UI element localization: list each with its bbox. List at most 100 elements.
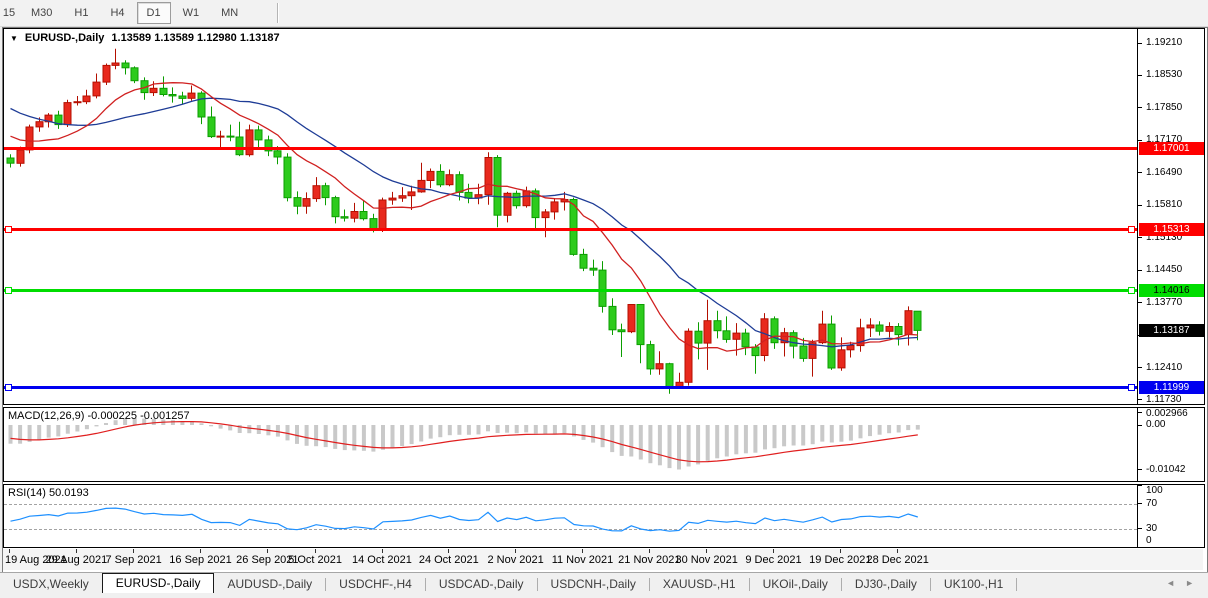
chart-tab-uk100-h1[interactable]: UK100-,H1 <box>943 577 1004 591</box>
rsi-axis[interactable]: 100 70 30 0 <box>1137 485 1204 548</box>
rsi-canvas[interactable] <box>4 485 1137 547</box>
axis-tick <box>1138 139 1142 141</box>
date-tick <box>582 549 583 553</box>
timeframe-button-h1[interactable]: H1 <box>74 7 89 19</box>
date-tick-label: 11 Nov 2021 <box>551 554 614 566</box>
horizontal-level-line[interactable] <box>4 225 1137 233</box>
chart-tab-xauusd-h1[interactable]: XAUUSD-,H1 <box>662 577 736 591</box>
horizontal-level-line[interactable] <box>4 287 1137 295</box>
chart-tab-usdchf-h4[interactable]: USDCHF-,H4 <box>339 577 412 591</box>
price-axis-tick-label: 1.19210 <box>1146 37 1183 48</box>
chart-tab-usdx-weekly[interactable]: USDX,Weekly <box>13 577 89 591</box>
date-tick-label: 5 Oct 2021 <box>288 554 343 566</box>
toolbar-separator <box>277 3 280 23</box>
rsi-level-line <box>4 528 1137 530</box>
price-axis-tick-label: 1.15810 <box>1146 199 1183 211</box>
tab-separator <box>929 578 931 591</box>
axis-tick <box>1138 204 1142 206</box>
price-axis-tick-label: 1.15130 <box>1146 231 1183 243</box>
axis-tick <box>1138 469 1142 471</box>
chart-symbol-label: EURUSD-,Daily <box>24 32 105 44</box>
price-axis-tick-label: 1.16490 <box>1146 166 1183 178</box>
axis-tick <box>1138 485 1142 486</box>
axis-tick <box>1138 172 1142 174</box>
tab-separator <box>648 578 650 591</box>
macd-canvas[interactable] <box>4 408 1137 481</box>
rsi-svg <box>10 507 918 532</box>
price-axis-tick-label: 1.17850 <box>1146 101 1183 113</box>
tab-separator <box>536 578 538 591</box>
date-tick <box>314 549 316 553</box>
horizontal-level-line[interactable] <box>4 383 1137 391</box>
timeframe-button-h4[interactable]: H4 <box>110 7 125 19</box>
axis-tick <box>1138 399 1142 401</box>
price-axis[interactable]: 1.19210 1.18530 1.17850 1.17170 1.16490 1.158… <box>1137 29 1204 405</box>
rsi-axis-tick-label: 70 <box>1146 497 1158 509</box>
line-handle[interactable] <box>1128 225 1135 233</box>
date-tick <box>448 549 450 553</box>
tab-separator <box>748 578 750 591</box>
chart-legend: ▼ EURUSD-,Daily 1.13589 1.13589 1.12980 … <box>10 32 280 44</box>
macd-svg <box>8 418 920 470</box>
axis-tick <box>1138 107 1142 109</box>
axis-tick <box>1138 411 1142 413</box>
line-handle[interactable] <box>1128 383 1135 391</box>
date-tick <box>133 549 135 553</box>
axis-tick <box>1138 302 1142 304</box>
chart-tab-audusd-daily[interactable]: AUDUSD-,Daily <box>227 577 313 591</box>
price-axis-tick-label: 1.14450 <box>1146 264 1183 276</box>
chart-dropdown-icon[interactable]: ▼ <box>10 33 18 43</box>
rsi-panel[interactable]: RSI(14) 50.0193 100 70 30 0 <box>3 484 1205 548</box>
date-tick-label: 2 Nov 2021 <box>487 554 544 566</box>
level-price-tag: 1.15313 <box>1139 222 1204 236</box>
scroll-tabs-left-icon[interactable]: ◄ <box>1166 578 1176 588</box>
date-tick <box>515 549 517 553</box>
tab-separator <box>325 578 327 591</box>
date-tick <box>9 549 10 553</box>
macd-axis-tick-label: 0.002966 <box>1146 408 1188 419</box>
timeframe-button-mn[interactable]: MN <box>221 7 239 19</box>
rsi-axis-tick-label: 0 <box>1146 535 1152 546</box>
date-tick <box>266 549 268 553</box>
level-price-tag: 1.11999 <box>1139 380 1204 394</box>
horizontal-level-line[interactable] <box>4 146 1137 150</box>
date-tick-label: 7 Sep 2021 <box>105 554 162 566</box>
date-tick <box>773 549 774 553</box>
rsi-axis-tick-label: 30 <box>1146 522 1158 534</box>
date-tick <box>200 549 201 553</box>
date-tick <box>648 549 650 553</box>
chart-tab-usdcnh-daily[interactable]: USDCNH-,Daily <box>550 577 636 591</box>
macd-axis-tick-label: -0.01042 <box>1146 463 1186 475</box>
date-tick-label: 16 Sep 2021 <box>169 554 232 566</box>
date-tick <box>381 549 383 553</box>
macd-axis[interactable]: 0.002966 0.00 -0.01042 <box>1137 408 1204 481</box>
chart-tab-ukoil-daily[interactable]: UKOil-,Daily <box>762 577 828 591</box>
time-axis[interactable]: 19 Aug 2021 29 Aug 2021 7 Sep 2021 16 Sep 2… <box>3 549 1203 570</box>
line-handle[interactable] <box>1128 287 1135 295</box>
timeframe-button-d1[interactable]: D1 <box>136 2 171 24</box>
tab-separator <box>1016 578 1018 591</box>
axis-tick <box>1138 42 1142 44</box>
date-tick <box>75 549 77 553</box>
line-handle[interactable] <box>5 287 12 295</box>
macd-panel[interactable]: MACD(12,26,9) -0.000225 -0.001257 0.0029… <box>3 407 1205 482</box>
chart-tab-dj30-daily[interactable]: DJ30-,Daily <box>854 577 917 591</box>
timeframe-button-w1[interactable]: W1 <box>182 7 200 19</box>
chart-tab-usdcad-daily[interactable]: USDCAD-,Daily <box>438 577 524 591</box>
date-tick-label: 29 Aug 2021 <box>45 554 108 566</box>
timeframe-button-15[interactable]: 15 <box>2 7 16 19</box>
chart-window: ▼ EURUSD-,Daily 1.13589 1.13589 1.12980 … <box>2 27 1208 573</box>
price-axis-tick-label: 1.12410 <box>1146 361 1183 373</box>
scroll-tabs-right-icon[interactable]: ► <box>1185 578 1194 588</box>
macd-label: MACD(12,26,9) -0.000225 -0.001257 <box>8 410 190 422</box>
chart-tab-eurusd-daily[interactable]: EURUSD-,Daily <box>101 573 215 593</box>
candlestick-svg <box>6 48 922 394</box>
rsi-level-line <box>4 503 1137 505</box>
price-chart-panel[interactable]: ▼ EURUSD-,Daily 1.13589 1.13589 1.12980 … <box>3 28 1205 405</box>
macd-axis-tick-label: 0.00 <box>1146 419 1166 430</box>
line-handle[interactable] <box>5 225 12 233</box>
line-handle[interactable] <box>5 383 12 391</box>
price-chart-canvas[interactable] <box>4 29 1137 404</box>
price-axis-tick-label: 1.11730 <box>1146 393 1182 405</box>
timeframe-button-m30[interactable]: M30 <box>31 7 53 19</box>
